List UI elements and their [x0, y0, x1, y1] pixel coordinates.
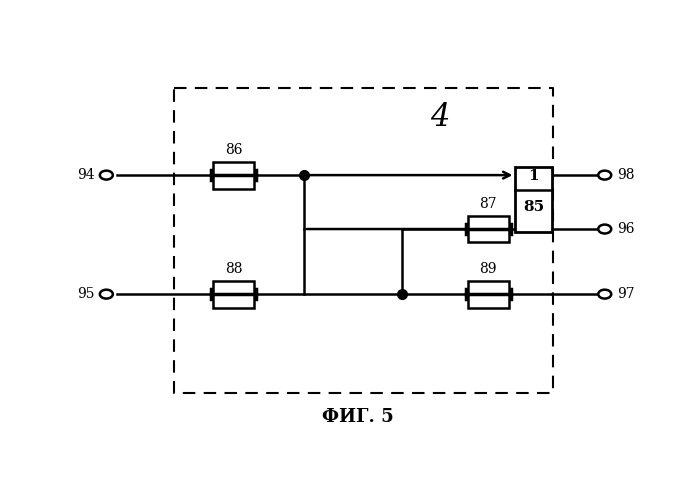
Text: ФИГ. 5: ФИГ. 5	[322, 408, 394, 426]
Text: 94: 94	[77, 168, 94, 182]
Text: 96: 96	[617, 222, 634, 236]
Text: 88: 88	[225, 262, 243, 276]
Bar	[468, 215, 509, 242]
Text: 87: 87	[480, 197, 497, 211]
Bar	[213, 281, 254, 308]
Bar	[515, 167, 552, 232]
Text: 95: 95	[77, 287, 94, 301]
Text: 4: 4	[430, 102, 449, 133]
Text: 97: 97	[617, 287, 634, 301]
Text: 1: 1	[528, 169, 539, 183]
Text: 85: 85	[523, 200, 545, 214]
Text: 89: 89	[480, 262, 497, 276]
Bar	[213, 162, 254, 188]
Text: 86: 86	[225, 143, 243, 157]
Bar	[468, 281, 509, 308]
Text: 98: 98	[617, 168, 634, 182]
